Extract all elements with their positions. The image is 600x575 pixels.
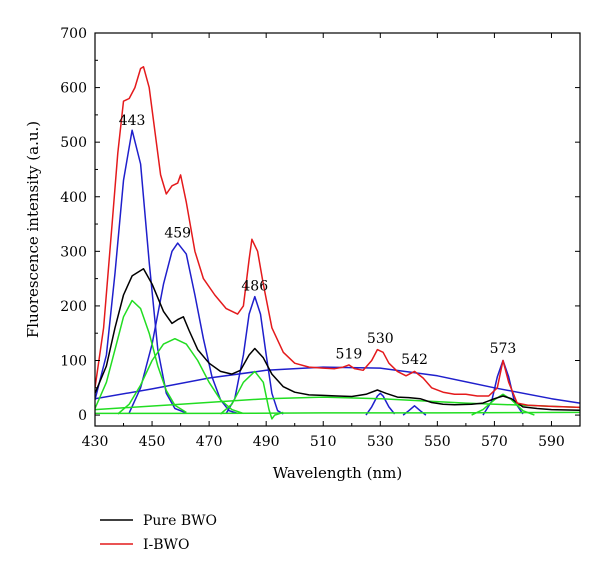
x-tick-label: 510 bbox=[310, 434, 337, 450]
fit-component-7 bbox=[482, 359, 524, 416]
peak-label-519: 519 bbox=[336, 347, 363, 363]
peak-label-573: 573 bbox=[490, 341, 517, 357]
fit-component-3 bbox=[128, 242, 238, 415]
fit-component-13 bbox=[95, 396, 580, 411]
fit-component-14 bbox=[95, 411, 580, 415]
peak-label-530: 530 bbox=[367, 331, 394, 347]
y-tick-label: 0 bbox=[78, 408, 87, 424]
y-tick-label: 200 bbox=[60, 299, 87, 315]
x-tick-label: 490 bbox=[253, 434, 280, 450]
fit-component-4 bbox=[225, 295, 284, 415]
y-tick-label: 500 bbox=[60, 135, 87, 151]
fit-component-6 bbox=[402, 405, 427, 416]
y-axis-title: Fluorescence intensity (a.u.) bbox=[24, 121, 42, 338]
fit-component-9 bbox=[95, 299, 187, 414]
x-tick-label: 450 bbox=[139, 434, 166, 450]
peak-label-459: 459 bbox=[164, 225, 191, 241]
x-axis-title: Wavelength (nm) bbox=[273, 464, 402, 482]
series-pure-bwo bbox=[95, 268, 580, 411]
series-i-bwo bbox=[95, 66, 580, 409]
x-tick-label: 470 bbox=[196, 434, 223, 450]
fit-component-11 bbox=[220, 370, 284, 420]
legend: Pure BWO I-BWO bbox=[100, 513, 217, 553]
peak-label-486: 486 bbox=[241, 278, 268, 294]
fit-component-2 bbox=[95, 129, 187, 414]
x-tick-label: 570 bbox=[481, 434, 508, 450]
plot-frame bbox=[94, 32, 581, 427]
fit-component-12 bbox=[471, 393, 535, 416]
x-tick-label: 550 bbox=[424, 434, 451, 450]
y-tick-label: 100 bbox=[60, 354, 87, 370]
series-layer bbox=[95, 66, 580, 420]
x-tick-label: 530 bbox=[367, 434, 394, 450]
y-tick-label: 600 bbox=[60, 81, 87, 97]
peak-label-542: 542 bbox=[401, 352, 428, 368]
legend-label: I-BWO bbox=[143, 537, 189, 553]
fit-component-5 bbox=[365, 392, 396, 416]
y-tick-label: 700 bbox=[60, 26, 87, 42]
axes-layer: 430 450 470 490 510 530 550 570 590 0 100 200 300 400… bbox=[60, 26, 581, 450]
peak-label-443: 443 bbox=[119, 113, 146, 129]
y-tick-label: 400 bbox=[60, 190, 87, 206]
legend-label: Pure BWO bbox=[143, 513, 217, 529]
x-tick-label: 590 bbox=[538, 434, 565, 450]
x-tick-label: 430 bbox=[82, 434, 109, 450]
y-tick-label: 300 bbox=[60, 244, 87, 260]
